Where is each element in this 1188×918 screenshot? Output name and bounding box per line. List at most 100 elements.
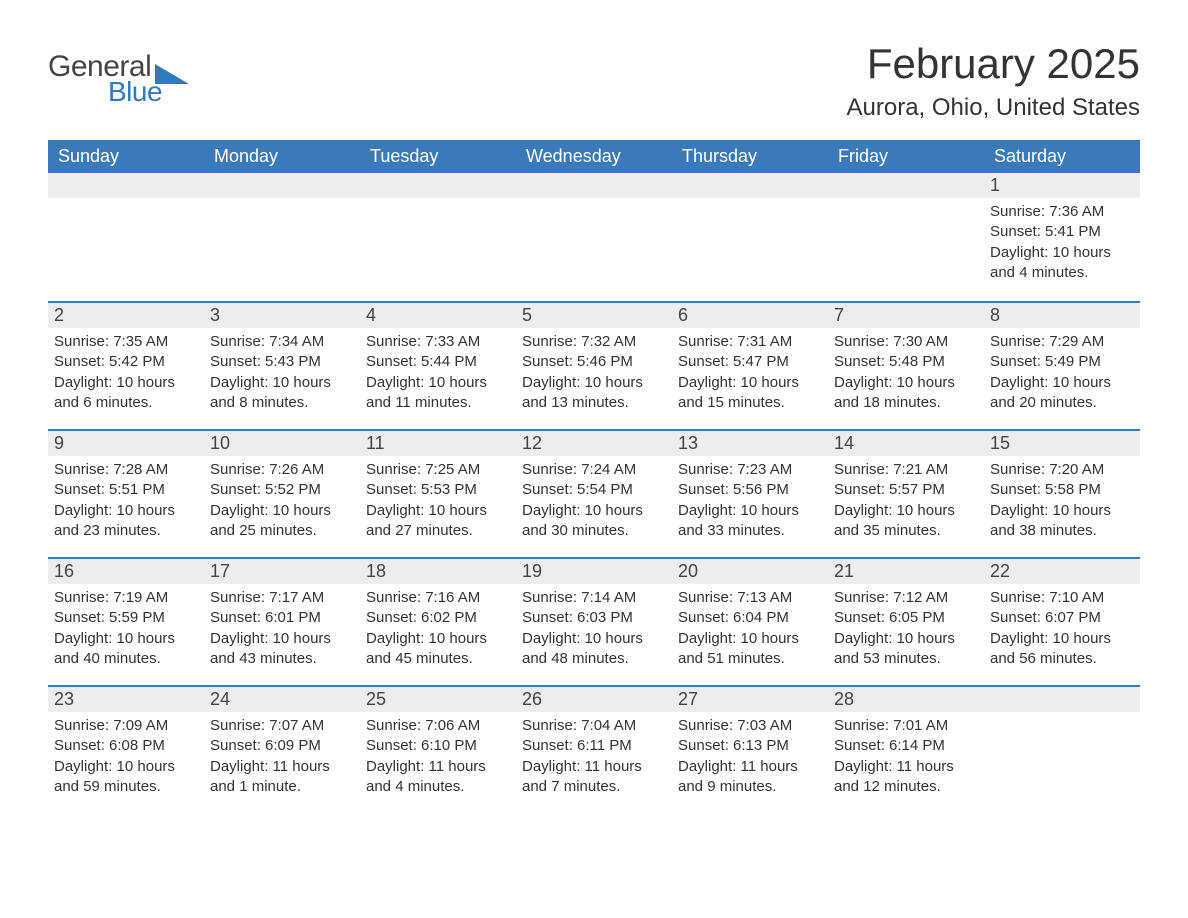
sunset-value: 6:05 PM — [889, 609, 945, 626]
sunset-line: Sunset: 5:41 PM — [990, 222, 1134, 242]
sunset-value: 6:13 PM — [733, 737, 789, 754]
calendar-day-cell: 7Sunrise: 7:30 AMSunset: 5:48 PMDaylight… — [828, 301, 984, 429]
sunrise-line: Sunrise: 7:31 AM — [678, 332, 822, 352]
calendar-day-cell: 6Sunrise: 7:31 AMSunset: 5:47 PMDaylight… — [672, 301, 828, 429]
sunset-value: 5:49 PM — [1045, 353, 1101, 370]
sunrise-line: Sunrise: 7:34 AM — [210, 332, 354, 352]
daylight-line: Daylight: 10 hours and 18 minutes. — [834, 373, 978, 414]
day-number: 5 — [516, 301, 672, 328]
sunrise-value: 7:29 AM — [1049, 333, 1104, 350]
daylight-line: Daylight: 10 hours and 15 minutes. — [678, 373, 822, 414]
day-number — [360, 173, 516, 198]
day-number: 9 — [48, 429, 204, 456]
day-number: 17 — [204, 557, 360, 584]
day-number: 10 — [204, 429, 360, 456]
calendar-week-row: 16Sunrise: 7:19 AMSunset: 5:59 PMDayligh… — [48, 557, 1140, 685]
sunset-value: 5:44 PM — [421, 353, 477, 370]
logo-word-blue: Blue — [108, 76, 162, 108]
day-details: Sunrise: 7:01 AMSunset: 6:14 PMDaylight:… — [828, 712, 984, 797]
sunrise-value: 7:21 AM — [893, 461, 948, 478]
day-details: Sunrise: 7:13 AMSunset: 6:04 PMDaylight:… — [672, 584, 828, 669]
sunrise-value: 7:33 AM — [425, 333, 480, 350]
day-details: Sunrise: 7:21 AMSunset: 5:57 PMDaylight:… — [828, 456, 984, 541]
weekday-header: Monday — [204, 140, 360, 173]
daylight-line: Daylight: 11 hours and 4 minutes. — [366, 757, 510, 798]
sunset-line: Sunset: 5:52 PM — [210, 480, 354, 500]
sunset-line: Sunset: 6:13 PM — [678, 736, 822, 756]
day-details: Sunrise: 7:25 AMSunset: 5:53 PMDaylight:… — [360, 456, 516, 541]
day-details: Sunrise: 7:31 AMSunset: 5:47 PMDaylight:… — [672, 328, 828, 413]
sunrise-line: Sunrise: 7:30 AM — [834, 332, 978, 352]
calendar-day-cell: 12Sunrise: 7:24 AMSunset: 5:54 PMDayligh… — [516, 429, 672, 557]
weekday-header: Thursday — [672, 140, 828, 173]
sunset-value: 6:10 PM — [421, 737, 477, 754]
daylight-line: Daylight: 10 hours and 35 minutes. — [834, 501, 978, 542]
daylight-line: Daylight: 10 hours and 20 minutes. — [990, 373, 1134, 414]
day-details: Sunrise: 7:19 AMSunset: 5:59 PMDaylight:… — [48, 584, 204, 669]
day-number: 4 — [360, 301, 516, 328]
sunset-value: 6:09 PM — [265, 737, 321, 754]
daylight-line: Daylight: 10 hours and 43 minutes. — [210, 629, 354, 670]
sunset-line: Sunset: 5:46 PM — [522, 352, 666, 372]
calendar-empty-cell — [204, 173, 360, 301]
daylight-line: Daylight: 11 hours and 7 minutes. — [522, 757, 666, 798]
daylight-line: Daylight: 10 hours and 23 minutes. — [54, 501, 198, 542]
sunrise-line: Sunrise: 7:12 AM — [834, 588, 978, 608]
daylight-line: Daylight: 10 hours and 13 minutes. — [522, 373, 666, 414]
page-header: General Blue February 2025 Aurora, Ohio,… — [48, 40, 1140, 122]
sunset-line: Sunset: 5:43 PM — [210, 352, 354, 372]
sunrise-value: 7:23 AM — [737, 461, 792, 478]
sunset-value: 6:07 PM — [1045, 609, 1101, 626]
sunset-line: Sunset: 6:09 PM — [210, 736, 354, 756]
sunset-value: 5:48 PM — [889, 353, 945, 370]
sunrise-value: 7:06 AM — [425, 717, 480, 734]
day-details: Sunrise: 7:09 AMSunset: 6:08 PMDaylight:… — [48, 712, 204, 797]
sunrise-line: Sunrise: 7:14 AM — [522, 588, 666, 608]
sunrise-value: 7:16 AM — [425, 589, 480, 606]
sunrise-line: Sunrise: 7:01 AM — [834, 716, 978, 736]
sunrise-value: 7:24 AM — [581, 461, 636, 478]
calendar-day-cell: 4Sunrise: 7:33 AMSunset: 5:44 PMDaylight… — [360, 301, 516, 429]
sunrise-value: 7:03 AM — [737, 717, 792, 734]
day-details: Sunrise: 7:26 AMSunset: 5:52 PMDaylight:… — [204, 456, 360, 541]
daylight-line: Daylight: 10 hours and 8 minutes. — [210, 373, 354, 414]
day-number: 2 — [48, 301, 204, 328]
day-details: Sunrise: 7:32 AMSunset: 5:46 PMDaylight:… — [516, 328, 672, 413]
day-details: Sunrise: 7:14 AMSunset: 6:03 PMDaylight:… — [516, 584, 672, 669]
day-details: Sunrise: 7:10 AMSunset: 6:07 PMDaylight:… — [984, 584, 1140, 669]
sunset-line: Sunset: 6:03 PM — [522, 608, 666, 628]
day-number: 12 — [516, 429, 672, 456]
weekday-header: Tuesday — [360, 140, 516, 173]
sunrise-line: Sunrise: 7:07 AM — [210, 716, 354, 736]
day-details: Sunrise: 7:34 AMSunset: 5:43 PMDaylight:… — [204, 328, 360, 413]
sunset-line: Sunset: 5:47 PM — [678, 352, 822, 372]
calendar-day-cell: 15Sunrise: 7:20 AMSunset: 5:58 PMDayligh… — [984, 429, 1140, 557]
calendar-day-cell: 25Sunrise: 7:06 AMSunset: 6:10 PMDayligh… — [360, 685, 516, 813]
daylight-line: Daylight: 10 hours and 30 minutes. — [522, 501, 666, 542]
day-number — [984, 685, 1140, 712]
calendar-day-cell: 1Sunrise: 7:36 AMSunset: 5:41 PMDaylight… — [984, 173, 1140, 301]
day-number — [48, 173, 204, 198]
calendar-day-cell: 19Sunrise: 7:14 AMSunset: 6:03 PMDayligh… — [516, 557, 672, 685]
daylight-line: Daylight: 11 hours and 9 minutes. — [678, 757, 822, 798]
day-number: 28 — [828, 685, 984, 712]
sunrise-value: 7:04 AM — [581, 717, 636, 734]
sunrise-line: Sunrise: 7:10 AM — [990, 588, 1134, 608]
sunrise-line: Sunrise: 7:17 AM — [210, 588, 354, 608]
day-number: 19 — [516, 557, 672, 584]
daylight-line: Daylight: 10 hours and 59 minutes. — [54, 757, 198, 798]
sunset-line: Sunset: 5:56 PM — [678, 480, 822, 500]
daylight-line: Daylight: 10 hours and 33 minutes. — [678, 501, 822, 542]
day-number: 21 — [828, 557, 984, 584]
location-subtitle: Aurora, Ohio, United States — [847, 94, 1140, 122]
day-number: 15 — [984, 429, 1140, 456]
sunrise-value: 7:14 AM — [581, 589, 636, 606]
calendar-day-cell: 11Sunrise: 7:25 AMSunset: 5:53 PMDayligh… — [360, 429, 516, 557]
sunrise-line: Sunrise: 7:13 AM — [678, 588, 822, 608]
calendar-empty-cell — [48, 173, 204, 301]
day-details: Sunrise: 7:33 AMSunset: 5:44 PMDaylight:… — [360, 328, 516, 413]
sunrise-line: Sunrise: 7:33 AM — [366, 332, 510, 352]
calendar-day-cell: 21Sunrise: 7:12 AMSunset: 6:05 PMDayligh… — [828, 557, 984, 685]
sunset-value: 5:43 PM — [265, 353, 321, 370]
day-number: 7 — [828, 301, 984, 328]
